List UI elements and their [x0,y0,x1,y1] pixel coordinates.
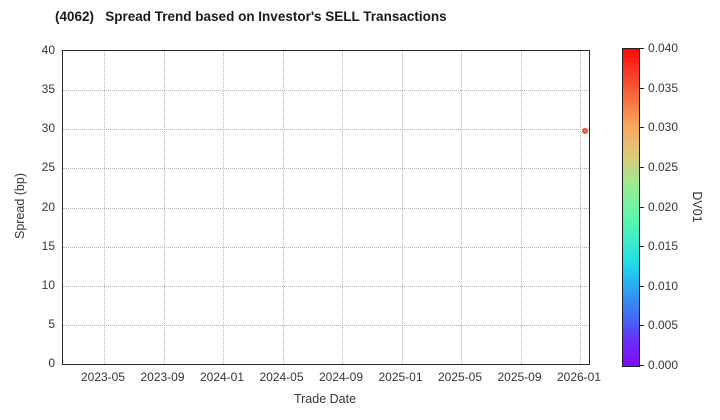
y-tick-label: 30 [41,121,55,136]
x-tick-label: 2023-05 [80,370,126,384]
x-gridline [461,51,462,364]
colorbar-tick-label: 0.010 [648,278,679,293]
x-gridline [401,51,403,364]
y-tick-label: 0 [48,356,55,370]
colorbar-tick-label: 0.025 [648,159,679,174]
y-tick-label: 40 [41,43,55,57]
colorbar-tick-label: 0.000 [648,358,679,372]
data-point-marker [581,127,588,134]
y-gridline [63,168,589,170]
x-gridline [520,51,522,364]
colorbar-tick-label: 0.030 [648,120,679,135]
colorbar-tick-label: 0.005 [648,318,679,333]
y-tick-label: 35 [41,82,55,97]
colorbar-tick [639,127,644,129]
colorbar-label: DV01 [690,191,704,223]
y-gridline [63,207,589,209]
x-tick-label: 2025-05 [437,370,483,384]
y-gridline [63,324,589,326]
x-tick-label: 2025-01 [378,370,423,384]
y-axis-label: Spread (bp) [13,172,27,240]
colorbar-tick [639,166,644,168]
x-tick-label: 2024-01 [199,370,245,384]
x-gridline [342,51,343,364]
y-tick-label: 10 [41,277,55,292]
x-axis-label: Trade Date [293,392,357,406]
x-tick-label: 2025-09 [497,370,542,384]
y-gridline [63,246,589,248]
y-gridline [63,90,589,92]
x-tick-label: 2023-09 [140,370,185,384]
colorbar-tick-label: 0.035 [648,80,679,95]
x-gridline [223,51,224,364]
y-gridline [63,285,589,287]
colorbar-tick [639,48,644,49]
x-gridline [104,51,105,364]
colorbar-tick [639,206,644,208]
colorbar-tick-label: 0.020 [648,199,679,214]
y-tick-label: 15 [41,238,55,253]
x-tick-label: 2024-09 [318,370,364,384]
colorbar-tick [639,246,644,248]
x-gridline [282,51,284,364]
x-gridline [580,51,581,364]
y-tick-label: 20 [41,199,55,214]
colorbar-tick [639,87,644,89]
colorbar-tick [639,325,644,327]
colorbar-tick [639,365,644,366]
x-tick-label: 2026-01 [556,370,602,384]
x-tick-label: 2024-05 [259,370,304,384]
colorbar-tick [639,285,644,287]
y-tick-label: 5 [48,316,55,331]
y-tick-label: 25 [41,160,55,175]
plot-area [62,50,590,365]
chart-title: (4062) Spread Trend based on Investor's … [55,9,447,24]
x-gridline [163,51,165,364]
colorbar-tick-label: 0.040 [648,41,679,55]
colorbar [622,48,640,367]
colorbar-tick-label: 0.015 [648,239,679,254]
y-gridline [63,129,589,131]
